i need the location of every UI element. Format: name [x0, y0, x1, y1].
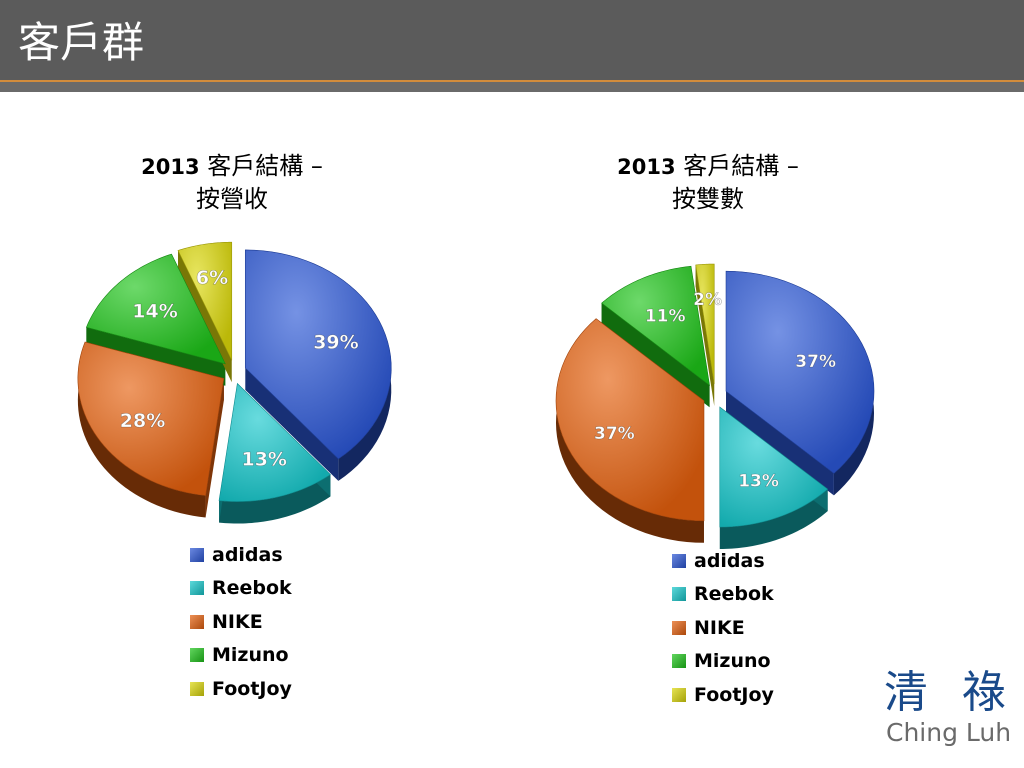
pie-slice-mizuno [601, 265, 710, 386]
legend-label: Mizuno [694, 650, 771, 673]
pie-chart-pairs: 37% 13% 37% 11% 2% [555, 263, 875, 550]
pie-slice-adidas [725, 270, 875, 474]
legend-label: NIKE [212, 610, 263, 633]
pie-slice-reebok [218, 382, 331, 502]
data-label-adidas: 39% [313, 332, 358, 354]
slide-header [0, 0, 1024, 80]
pie-slice-nike [77, 341, 225, 496]
legend-item-footjoy: FootJoy [672, 678, 774, 712]
legend-label: FootJoy [212, 677, 292, 700]
chart-title-line1: 客戶結構 – [207, 152, 323, 180]
pie-slice-mizuno [85, 253, 226, 365]
legend-swatch [190, 681, 204, 696]
legend-item-adidas: adidas [672, 544, 774, 578]
pie-slice-side [77, 341, 206, 518]
pie-slice-side [219, 474, 331, 524]
legend-item-adidas: adidas [190, 538, 292, 572]
chart-title-pairs: 2013 客戶結構 – 按雙數 [548, 150, 868, 215]
slide-title: 客戶群 [18, 18, 145, 67]
legend-label: NIKE [694, 616, 745, 639]
legend-swatch [672, 553, 686, 568]
legend-label: adidas [694, 549, 765, 572]
header-underband [0, 82, 1024, 92]
chart-legend-revenue: adidas Reebok NIKE Mizuno FootJoy [190, 538, 292, 706]
company-logo-english: Ching Luh [886, 718, 1012, 747]
data-label-footjoy: 2% [693, 290, 722, 310]
legend-label: FootJoy [694, 683, 774, 706]
chart-title-line1: 客戶結構 – [683, 152, 799, 180]
pie-slice-nike [555, 318, 705, 522]
legend-item-reebok: Reebok [190, 572, 292, 606]
legend-item-nike: NIKE [672, 611, 774, 645]
data-label-reebok: 13% [738, 472, 779, 492]
data-label-nike: 28% [120, 410, 165, 432]
legend-swatch [672, 654, 686, 669]
data-label-mizuno: 11% [645, 307, 686, 327]
legend-label: Reebok [212, 577, 292, 600]
legend-item-mizuno: Mizuno [190, 639, 292, 673]
legend-swatch [190, 547, 204, 562]
data-label-mizuno: 14% [132, 300, 177, 322]
data-label-nike: 37% [594, 424, 635, 444]
legend-label: adidas [212, 543, 283, 566]
pie-slice-wall [245, 367, 339, 481]
pie-chart-revenue: 39% 13% 28% 14% 6% [77, 241, 392, 524]
data-label-footjoy: 6% [196, 267, 228, 289]
legend-item-footjoy: FootJoy [190, 672, 292, 706]
company-logo-chinese: 清 祿 [884, 667, 1016, 718]
legend-swatch [190, 581, 204, 596]
pie-slice-side [719, 489, 828, 550]
legend-item-nike: NIKE [190, 605, 292, 639]
legend-swatch [672, 587, 686, 602]
data-label-reebok: 13% [241, 448, 286, 470]
legend-swatch [190, 648, 204, 663]
chart-title-line2: 按營收 [196, 185, 268, 213]
header-accent-line [0, 80, 1024, 82]
legend-label: Mizuno [212, 644, 289, 667]
legend-swatch [672, 620, 686, 635]
pie-slice-footjoy [695, 263, 715, 385]
legend-swatch [190, 614, 204, 629]
legend-swatch [672, 687, 686, 702]
chart-title-revenue: 2013 客戶結構 – 按營收 [72, 150, 392, 215]
pie-slice-footjoy [177, 241, 233, 361]
pie-slice-side [555, 318, 704, 543]
legend-label: Reebok [694, 583, 774, 606]
chart-title-year: 2013 [617, 155, 676, 179]
chart-legend-pairs: adidas Reebok NIKE Mizuno FootJoy [672, 544, 774, 712]
pie-slice-reebok [719, 406, 829, 528]
pie-slice-wall [601, 303, 710, 408]
pie-slice-wall [726, 391, 834, 496]
legend-item-mizuno: Mizuno [672, 645, 774, 679]
pie-slice-wall [695, 264, 715, 407]
chart-title-year: 2013 [141, 155, 200, 179]
chart-title-line2: 按雙數 [672, 185, 744, 213]
pie-slice-adidas [244, 249, 392, 460]
pie-slice-wall [205, 378, 224, 518]
legend-item-reebok: Reebok [672, 578, 774, 612]
data-label-adidas: 37% [795, 352, 836, 372]
